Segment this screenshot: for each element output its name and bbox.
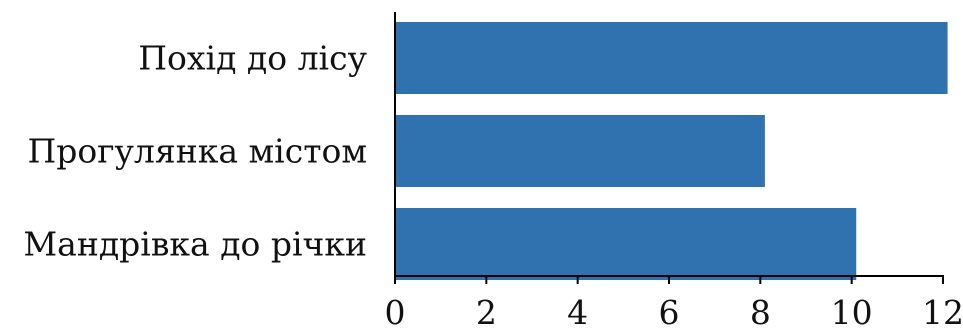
- x-tick-label: 4: [567, 293, 588, 330]
- x-tick-label: 0: [385, 293, 406, 330]
- bar: [395, 208, 857, 280]
- bars-group: [395, 22, 948, 280]
- x-tick-label: 8: [750, 293, 771, 330]
- x-tick-label: 10: [831, 293, 873, 330]
- category-label: Прогулянка містом: [27, 132, 367, 171]
- x-tick-label: 2: [476, 293, 497, 330]
- x-tick-label: 12: [922, 293, 963, 330]
- category-label: Мандрівка до річки: [23, 225, 367, 264]
- x-tick-label: 6: [659, 293, 680, 330]
- x-axis-ticks: 0 2 4 6 8 10 12: [385, 276, 963, 330]
- category-labels: Похід до лісу Прогулянка містом Мандрівка …: [23, 39, 367, 264]
- bar: [395, 22, 948, 94]
- category-label: Похід до лісу: [138, 39, 367, 78]
- bar: [395, 115, 765, 187]
